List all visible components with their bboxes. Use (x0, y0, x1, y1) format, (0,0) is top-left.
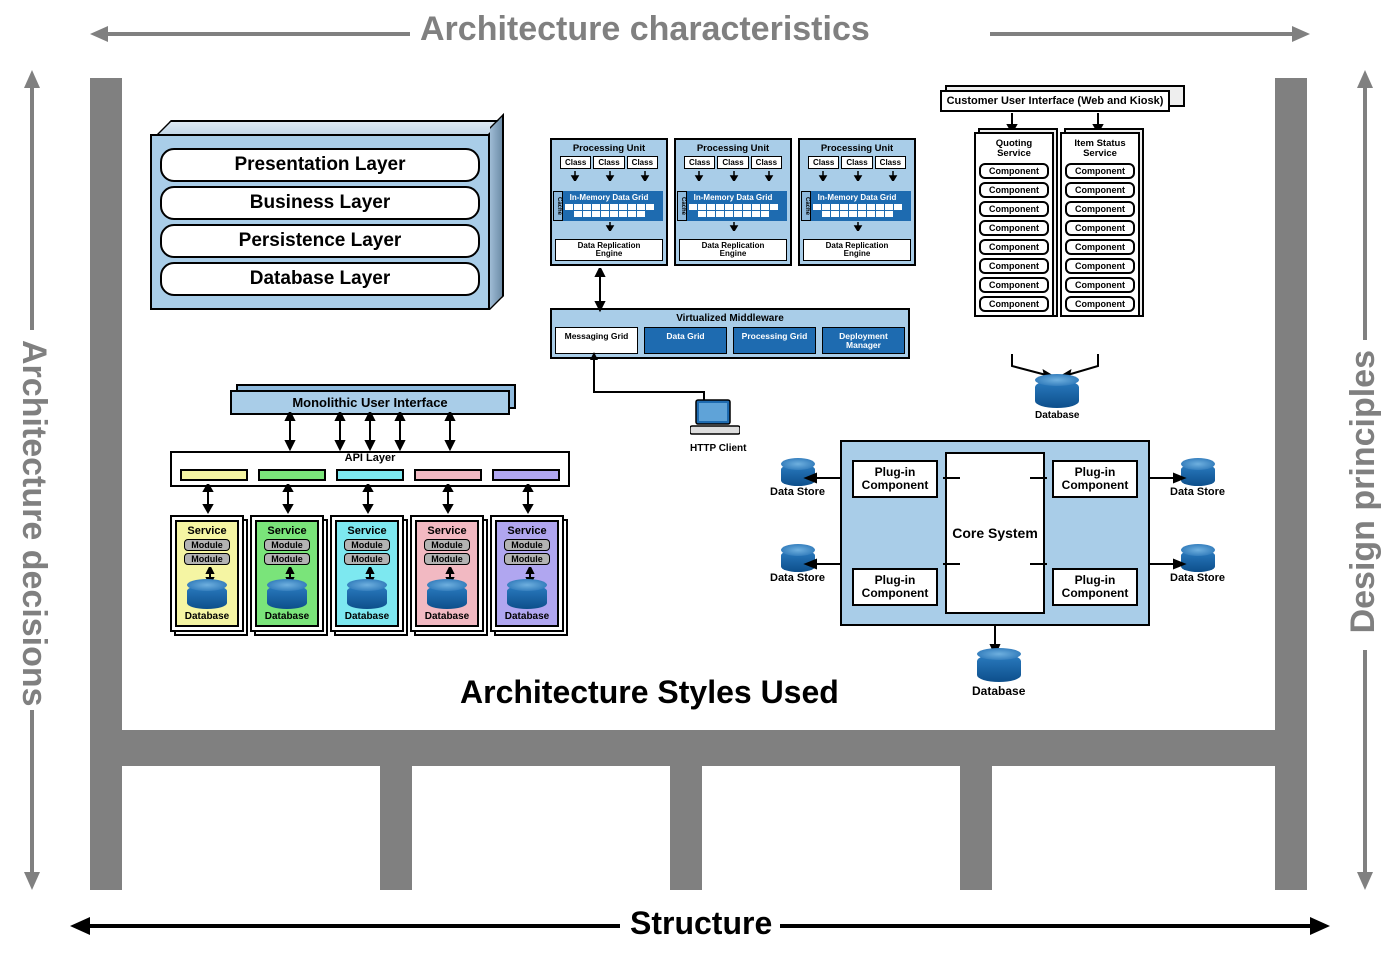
layer-row: Presentation Layer (160, 148, 480, 182)
layer-row: Persistence Layer (160, 224, 480, 258)
layer-row: Database Layer (160, 262, 480, 296)
processing-unit: Processing UnitClassClassClassCacheIn-Me… (798, 138, 916, 266)
label-top: Architecture characteristics (420, 10, 870, 49)
frame-leg-1 (90, 766, 122, 890)
frame-leg-3 (670, 766, 702, 890)
frame-leg-2 (380, 766, 412, 890)
frame-vbar-left (90, 78, 122, 766)
processing-unit: Processing UnitClassClassClassCacheIn-Me… (674, 138, 792, 266)
frame-leg-4 (960, 766, 992, 890)
layered-architecture: Presentation Layer Business Layer Persiste… (150, 120, 490, 310)
label-left: Architecture decisions (14, 340, 53, 707)
api-slot (180, 469, 248, 481)
pu-mw-arrow (570, 268, 630, 313)
middleware-cell: DeploymentManager (822, 327, 905, 354)
middleware-cell: Processing Grid (733, 327, 816, 354)
processing-unit: Processing UnitClassClassClassCacheIn-Me… (550, 138, 668, 266)
arrow-right-up (1355, 70, 1375, 340)
arrow-top-left (90, 24, 410, 44)
api-slot (492, 469, 560, 481)
http-client-icon: HTTP Client (690, 398, 746, 454)
frame-leg-5 (1275, 766, 1307, 890)
pipe-top-arrows (940, 110, 1180, 134)
arrow-left-up (22, 70, 42, 330)
frame-vbar-right (1275, 78, 1307, 766)
pipeline-db-icon: Database (1035, 380, 1079, 421)
service-box: ServiceModuleModuleDatabase (410, 515, 484, 632)
pipeline-column: QuotingServiceComponentComponentComponen… (974, 132, 1054, 317)
middleware-cell: Messaging Grid (555, 327, 638, 354)
customer-ui-label: Customer User Interface (Web and Kiosk) (940, 90, 1170, 112)
mono-api-arrows (170, 412, 570, 452)
label-bottom: Structure (630, 905, 772, 942)
microservices-architecture: Monolithic User Interface API Layer (170, 390, 570, 632)
arrow-right-down (1355, 650, 1375, 890)
service-based-architecture: Customer User Interface (Web and Kiosk) … (940, 90, 1180, 112)
middleware-cell: Data Grid (644, 327, 727, 354)
core-db-icon: Database (972, 654, 1025, 698)
pipeline-column: Item StatusServiceComponentComponentComp… (1060, 132, 1140, 317)
service-box: ServiceModuleModuleDatabase (490, 515, 564, 632)
service-box: ServiceModuleModuleDatabase (170, 515, 244, 632)
api-svc-arrows (170, 484, 570, 514)
api-layer: API Layer (170, 451, 570, 487)
api-slot (258, 469, 326, 481)
api-slot (414, 469, 482, 481)
service-box: ServiceModuleModuleDatabase (330, 515, 404, 632)
api-slot (336, 469, 404, 481)
arrow-top-right (990, 24, 1310, 44)
arrow-bottom-right (780, 916, 1330, 936)
service-box: ServiceModuleModuleDatabase (250, 515, 324, 632)
arrow-left-down (22, 710, 42, 890)
frame-table-top (90, 730, 1307, 766)
layer-row: Business Layer (160, 186, 480, 220)
label-right: Design principles (1344, 350, 1383, 633)
diagram-canvas: Architecture characteristics Architectur… (10, 10, 1387, 963)
arrow-bottom-left (70, 916, 620, 936)
